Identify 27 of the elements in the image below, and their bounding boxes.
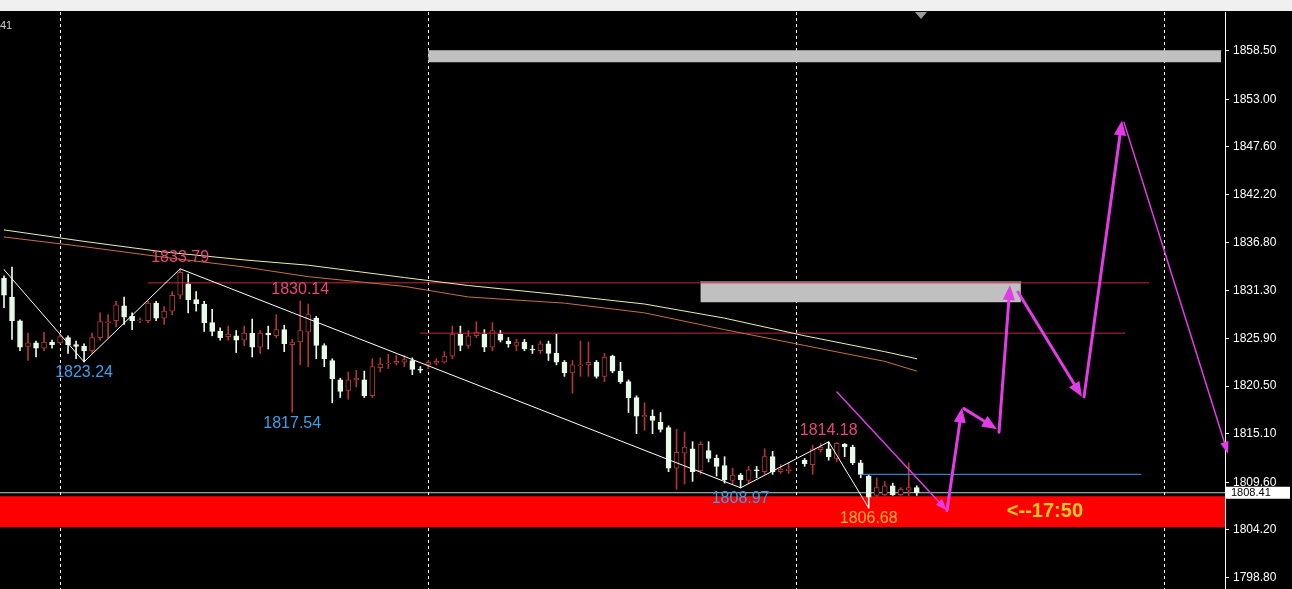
candlestick	[297, 300, 304, 366]
y-tick-label: 1847.60	[1233, 139, 1277, 154]
candlestick	[25, 332, 31, 361]
candlestick	[193, 291, 199, 312]
candlestick	[905, 462, 912, 496]
annotation: 1817.54	[263, 413, 322, 431]
annotation: 41	[0, 18, 13, 31]
candlestick	[137, 317, 143, 323]
ref-line-label: 1808.41	[1231, 486, 1271, 499]
candlestick	[393, 354, 400, 366]
band-label: <--17:50	[1006, 499, 1083, 522]
y-tick-label: 1836.80	[1233, 234, 1277, 249]
annotation: 1823.24	[55, 363, 114, 381]
y-tick-label: 1858.50	[1233, 43, 1277, 58]
y-tick-label: 1820.50	[1233, 378, 1277, 393]
y-tick-label: 1798.80	[1233, 569, 1277, 584]
annotation: 1830.14	[271, 280, 330, 298]
annotation: 1814.18	[799, 421, 858, 439]
y-tick-label: 1815.10	[1233, 426, 1277, 441]
y-tick-label: 1825.90	[1233, 330, 1277, 345]
y-tick-label: 1804.20	[1233, 522, 1277, 537]
candlestick	[385, 353, 392, 369]
annotation: 1806.68	[839, 509, 898, 527]
y-tick-label: 1831.30	[1233, 283, 1277, 298]
y-tick-label: 1853.00	[1233, 91, 1277, 106]
y-tick-label: 1809.60	[1233, 474, 1277, 489]
y-tick-label: 1842.20	[1233, 186, 1277, 201]
